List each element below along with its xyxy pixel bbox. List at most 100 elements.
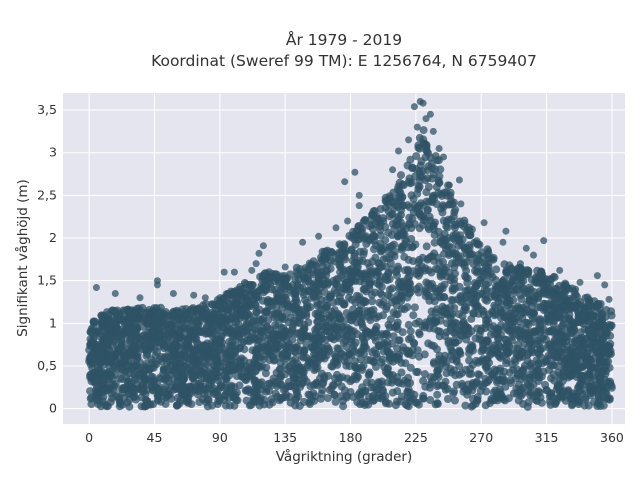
data-point: [126, 337, 135, 346]
data-point: [429, 225, 438, 234]
data-point: [383, 198, 391, 206]
data-point: [598, 310, 607, 319]
data-point: [277, 285, 285, 294]
data-point: [449, 212, 458, 221]
data-point: [569, 392, 578, 401]
data-point: [139, 314, 148, 323]
data-point: [105, 385, 114, 394]
data-point: [438, 270, 447, 279]
data-points: [85, 98, 616, 411]
data-point: [571, 302, 580, 311]
data-point: [406, 334, 415, 342]
data-point: [363, 355, 372, 364]
data-point: [365, 370, 374, 379]
data-point: [574, 382, 583, 391]
data-point: [329, 310, 338, 319]
data-point: [132, 324, 141, 333]
data-point: [597, 382, 606, 391]
data-point: [499, 238, 507, 246]
data-point: [171, 358, 180, 367]
data-point: [176, 363, 185, 372]
data-point: [282, 390, 291, 399]
data-point: [135, 308, 144, 317]
data-point: [576, 355, 585, 364]
data-point: [307, 293, 316, 302]
data-point: [241, 280, 250, 289]
data-point: [450, 304, 459, 312]
data-point: [451, 236, 460, 245]
data-point: [530, 296, 538, 305]
data-point: [491, 290, 499, 299]
data-point: [275, 365, 284, 374]
data-point: [527, 344, 536, 353]
data-point: [492, 310, 501, 319]
data-point: [343, 374, 352, 383]
data-point: [290, 303, 299, 312]
data-point: [289, 319, 298, 328]
data-point: [503, 293, 512, 302]
data-point: [213, 325, 222, 334]
data-point: [145, 365, 153, 374]
data-point: [342, 331, 351, 340]
data-point: [510, 310, 519, 319]
data-point: [129, 370, 138, 379]
data-point: [202, 350, 211, 359]
data-point: [581, 334, 590, 343]
data-point: [433, 366, 442, 375]
data-point: [325, 347, 334, 355]
data-point: [426, 314, 435, 323]
data-point: [474, 302, 482, 311]
data-point: [139, 387, 147, 396]
data-point: [430, 238, 439, 247]
data-point: [489, 372, 498, 381]
data-point: [315, 346, 324, 355]
data-point: [426, 396, 435, 404]
data-point: [530, 288, 539, 296]
data-point: [317, 257, 325, 266]
data-point: [529, 328, 538, 337]
data-point: [439, 257, 447, 266]
data-point: [428, 377, 436, 386]
data-point: [480, 219, 488, 227]
data-point: [86, 327, 95, 336]
data-point: [607, 307, 616, 316]
data-point: [144, 400, 153, 409]
data-point: [335, 374, 344, 383]
data-point: [572, 285, 580, 293]
data-point: [412, 398, 421, 407]
data-point: [420, 139, 429, 148]
y-tick-label: 0: [49, 401, 57, 416]
data-point: [370, 232, 378, 241]
data-point: [596, 374, 605, 383]
data-point: [397, 304, 406, 313]
data-point: [355, 307, 363, 316]
data-point: [412, 152, 421, 161]
data-point: [392, 322, 401, 331]
data-point: [443, 395, 452, 403]
data-point: [377, 330, 386, 339]
data-point: [593, 272, 601, 280]
data-point: [270, 313, 279, 322]
data-point: [341, 178, 349, 186]
data-point: [351, 168, 359, 176]
tick-labels: 0 45 90 135 180 225 270 315 360 0 0,5 1 1,5 2 2,5 3 3,5: [37, 102, 624, 445]
data-point: [474, 370, 483, 379]
data-point: [87, 393, 96, 402]
data-point: [320, 288, 329, 296]
data-point: [303, 304, 312, 313]
data-point: [115, 374, 124, 383]
data-point: [111, 380, 120, 388]
data-point: [235, 365, 244, 374]
data-point: [562, 337, 571, 346]
data-point: [422, 242, 431, 251]
data-point: [602, 352, 611, 361]
data-point: [169, 343, 178, 352]
data-point: [104, 310, 113, 319]
data-point: [371, 241, 380, 250]
data-point: [406, 327, 415, 336]
x-tick-label: 270: [469, 430, 493, 445]
data-point: [268, 398, 277, 407]
data-point: [456, 331, 465, 340]
data-point: [368, 290, 376, 299]
